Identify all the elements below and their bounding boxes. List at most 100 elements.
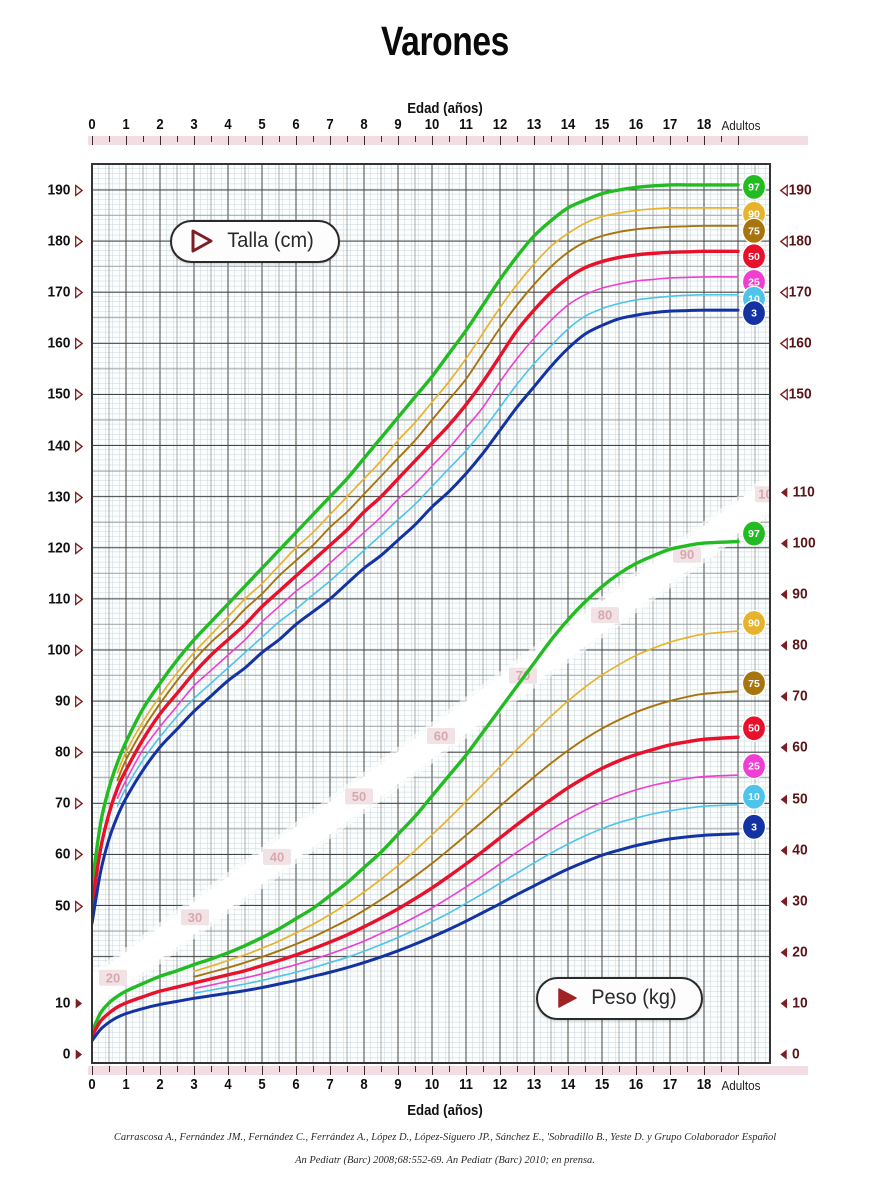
- x-axis-label-18: 18: [696, 117, 712, 133]
- x-axis-tick: [228, 136, 229, 145]
- x-axis-tick: [585, 136, 586, 142]
- x-axis-tick: [330, 136, 331, 145]
- x-axis-tick: [602, 1066, 603, 1075]
- y-axis-left-height-120: 120: [26, 539, 84, 556]
- y-axis-right-height-190: 190: [779, 182, 812, 199]
- triangle-hollow-icon: [75, 848, 84, 862]
- x-axis-tick: [313, 136, 314, 142]
- x-axis-caption-bottom: Edad (años): [407, 1102, 483, 1119]
- svg-text:10: 10: [748, 293, 760, 305]
- x-axis-label-4: 4: [224, 1077, 232, 1093]
- triangle-hollow-icon: [75, 746, 84, 760]
- y-axis-left-height-90: 90: [26, 693, 84, 710]
- y-axis-left-height-170: 170: [26, 284, 84, 301]
- percentile-curve-p10: [116, 293, 739, 807]
- x-axis-label-17: 17: [662, 1077, 678, 1093]
- x-axis-tick: [568, 136, 569, 145]
- y-axis-left-height-150: 150: [26, 386, 84, 403]
- y-axis-left-weight-10: 10: [26, 994, 83, 1011]
- triangle-filled-left-icon: [780, 538, 788, 549]
- x-axis-label-13: 13: [526, 1077, 542, 1093]
- svg-text:25: 25: [748, 276, 760, 288]
- x-axis-tick: [500, 1066, 501, 1075]
- x-axis-tick: [126, 1066, 127, 1075]
- x-axis-label-10: 10: [424, 117, 440, 133]
- x-axis-tick: [602, 136, 603, 145]
- percentile-curve-p10: [193, 803, 739, 994]
- y-axis-right-weight-80: 80: [779, 637, 808, 654]
- x-axis-tick: [364, 1066, 365, 1075]
- x-axis-tick: [534, 136, 535, 145]
- x-axis-tick: [160, 136, 161, 145]
- svg-text:97: 97: [748, 528, 760, 540]
- svg-text:10: 10: [748, 791, 760, 803]
- triangle-filled-left-icon: [780, 947, 788, 958]
- svg-text:100: 100: [758, 487, 780, 502]
- triangle-filled-left-icon: [780, 742, 788, 753]
- triangle-hollow-icon: [75, 337, 84, 351]
- x-axis-tick: [398, 1066, 399, 1075]
- triangle-hollow-icon: [75, 388, 84, 402]
- x-axis-tick: [500, 136, 501, 145]
- x-axis-tick: [687, 1066, 688, 1072]
- x-axis-label-6: 6: [292, 1077, 300, 1093]
- x-axis-tick: [279, 136, 280, 142]
- x-axis-tick: [381, 136, 382, 142]
- x-axis-tick: [670, 1066, 671, 1075]
- y-axis-right-weight-40: 40: [779, 841, 808, 858]
- x-axis-tick: [483, 1066, 484, 1072]
- x-axis-tick: [619, 1066, 620, 1072]
- y-axis-right-weight-30: 30: [779, 892, 808, 909]
- x-axis-label-12: 12: [492, 1077, 508, 1093]
- x-axis-tick: [432, 136, 433, 145]
- triangle-hollow-icon: [75, 439, 84, 453]
- y-axis-right-weight-0: 0: [779, 1046, 800, 1063]
- x-axis-tick: [619, 136, 620, 142]
- x-axis-label-5: 5: [258, 1077, 266, 1093]
- triangle-filled-left-icon: [780, 691, 788, 702]
- weight-legend-pill: Peso (kg): [536, 977, 703, 1020]
- triangle-filled-left-icon: [780, 998, 788, 1009]
- x-axis-tick: [466, 1066, 467, 1075]
- y-axis-right-weight-50: 50: [779, 790, 808, 807]
- x-axis-tick: [92, 1066, 93, 1075]
- y-axis-left-height-160: 160: [26, 335, 84, 352]
- x-axis-tick: [330, 1066, 331, 1075]
- x-axis-tick: [245, 1066, 246, 1072]
- y-axis-right-weight-100: 100: [780, 535, 816, 552]
- triangle-filled-left-icon: [780, 640, 788, 651]
- percentile-curve-p90: [193, 630, 739, 973]
- x-axis-tick: [534, 1066, 535, 1075]
- x-axis-tick: [466, 136, 467, 145]
- percentile-badge-p97: 97: [741, 520, 767, 547]
- percentile-badge-p50: 50: [741, 715, 767, 742]
- x-axis-tick: [653, 1066, 654, 1072]
- percentile-curve-p25: [116, 276, 739, 800]
- x-axis-tick: [653, 136, 654, 142]
- triangle-hollow-icon: [75, 541, 84, 555]
- x-axis-tick: [92, 136, 93, 145]
- triangle-hollow-left-icon: [779, 235, 788, 248]
- svg-text:75: 75: [748, 225, 760, 237]
- x-axis-tick: [704, 1066, 705, 1075]
- svg-text:97: 97: [748, 181, 760, 193]
- x-axis-label-17: 17: [662, 117, 678, 133]
- x-axis-tick: [262, 136, 263, 145]
- triangle-hollow-icon: [75, 644, 84, 657]
- x-axis-tick: [211, 136, 212, 142]
- x-axis-tick: [738, 1066, 739, 1075]
- x-axis-tick: [449, 136, 450, 142]
- svg-text:80: 80: [598, 608, 612, 623]
- triangle-hollow-icon: [75, 797, 84, 811]
- percentile-curve-p75: [193, 690, 739, 978]
- triangle-hollow-icon: [75, 490, 84, 504]
- x-axis-label-1: 1: [122, 117, 130, 133]
- x-axis-tick: [262, 1066, 263, 1075]
- triangle-filled-left-icon: [780, 896, 788, 907]
- x-axis-label-1: 1: [122, 1077, 130, 1093]
- x-axis-tick: [211, 1066, 212, 1072]
- x-axis-tick: [636, 136, 637, 145]
- svg-text:20: 20: [106, 970, 120, 985]
- y-axis-right-height-170: 170: [779, 284, 812, 301]
- svg-text:90: 90: [748, 208, 760, 220]
